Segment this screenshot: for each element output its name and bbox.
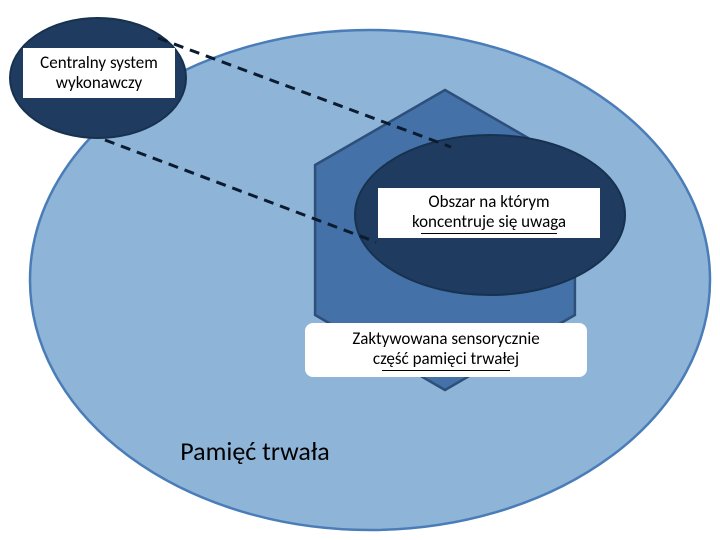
label-attention-area-line1: Obszar na którym [428,192,549,212]
label-sensory-activated: Zaktywowana sensorycznie część pamięci t… [305,323,587,377]
label-central-system-line2: wykonawczy [56,73,142,93]
label-attention-area: Obszar na którym koncentruje się uwaga [378,188,600,238]
diagram-stage: Centralny system wykonawczy Obszar na kt… [0,0,720,540]
label-long-term-memory-text: Pamięć trwała [180,435,329,467]
label-sensory-activated-line1: Zaktywowana sensorycznie [352,329,539,349]
label-central-system-line1: Centralny system [40,53,158,73]
label-attention-area-line2: koncentruje się uwaga [412,212,566,235]
label-long-term-memory: Pamięć trwała [135,435,375,467]
label-central-system: Centralny system wykonawczy [23,48,175,98]
label-sensory-activated-line2: część pamięci trwałej [373,349,519,372]
